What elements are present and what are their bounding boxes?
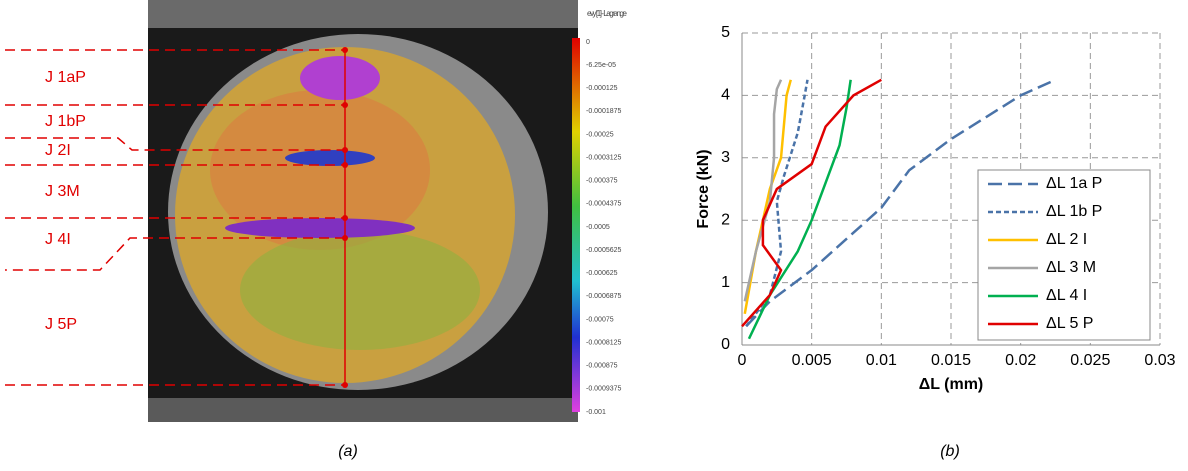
colorbar-label: -0.0005: [586, 224, 610, 231]
arrow-head: [342, 47, 348, 53]
legend-label: ΔL 4 I: [1046, 287, 1087, 304]
x-tick-label: 0.03: [1144, 352, 1175, 369]
colorbar-label: -0.0004375: [586, 201, 622, 208]
x-tick-label: 0.02: [1005, 352, 1036, 369]
legend-box: [977, 169, 1151, 341]
colorbar-label: -0.0008125: [586, 339, 622, 346]
y-tick-label: 4: [721, 87, 730, 104]
colorbar-label: -0.001: [586, 409, 606, 416]
series-line: [747, 79, 852, 340]
specimen-image: [148, 0, 578, 422]
colorbar-label: -0.000875: [586, 363, 618, 370]
arrow-head: [342, 382, 348, 388]
y-tick-label: 3: [721, 149, 730, 166]
colorbar-label: -0.0009375: [586, 386, 622, 393]
arrow-head: [342, 147, 348, 153]
x-tick-label: 0.015: [931, 352, 971, 369]
zone-lines: [5, 49, 345, 386]
arrow-head: [342, 215, 348, 221]
y-tick-label: 1: [721, 274, 730, 291]
y-axis-label: Force (kN): [695, 149, 712, 228]
colorbar-label: 0: [586, 39, 590, 46]
y-tick-label: 2: [721, 211, 730, 228]
colorbar-label: -0.000375: [586, 178, 618, 185]
legend-label: ΔL 2 I: [1046, 231, 1087, 248]
zone-label: J 2I: [45, 142, 71, 159]
caption: (a): [338, 443, 358, 460]
legend-label: ΔL 5 P: [1046, 315, 1093, 332]
legend-label: ΔL 1b P: [1046, 203, 1102, 220]
zone-label: J 5P: [45, 316, 77, 333]
y-tick-label: 5: [721, 24, 730, 41]
series-line: [745, 78, 1057, 328]
zone-label: J 1aP: [45, 69, 86, 86]
series-line: [741, 78, 882, 328]
colorbar-title: evy [1] - Lagrange: [587, 9, 628, 18]
colorbar-label: -0.0003125: [586, 154, 622, 161]
colorbar-label: -0.0005625: [586, 247, 622, 254]
caption: (b): [940, 443, 960, 460]
x-tick-label: 0.025: [1070, 352, 1110, 369]
series-line: [743, 79, 783, 302]
colorbar-label: -0.00025: [586, 131, 614, 138]
zone-label: J 3M: [45, 183, 80, 200]
colorbar-label: -0.000625: [586, 270, 618, 277]
x-tick-label: 0: [738, 352, 747, 369]
series-line: [743, 79, 792, 315]
x-axis-label: ΔL (mm): [919, 376, 984, 393]
x-tick-label: 0.01: [866, 352, 897, 369]
colorbar: [572, 38, 580, 412]
legend-label: ΔL 1a P: [1046, 175, 1102, 192]
arrow-head: [342, 102, 348, 108]
colorbar-label: -6.25e-05: [586, 62, 616, 69]
x-tick-label: 0.005: [792, 352, 832, 369]
y-tick-label: 0: [721, 336, 730, 353]
arrow-head: [342, 235, 348, 241]
legend-label: ΔL 3 M: [1046, 259, 1096, 276]
zone-label: J 4I: [45, 231, 71, 248]
colorbar-label: -0.0001875: [586, 108, 622, 115]
series-line: [745, 79, 809, 328]
colorbar-label: -0.0006875: [586, 293, 622, 300]
colorbar-label: -0.000125: [586, 85, 618, 92]
colorbar-label: -0.00075: [586, 316, 614, 323]
arrow-head: [342, 162, 348, 168]
zone-label: J 1bP: [45, 113, 86, 130]
